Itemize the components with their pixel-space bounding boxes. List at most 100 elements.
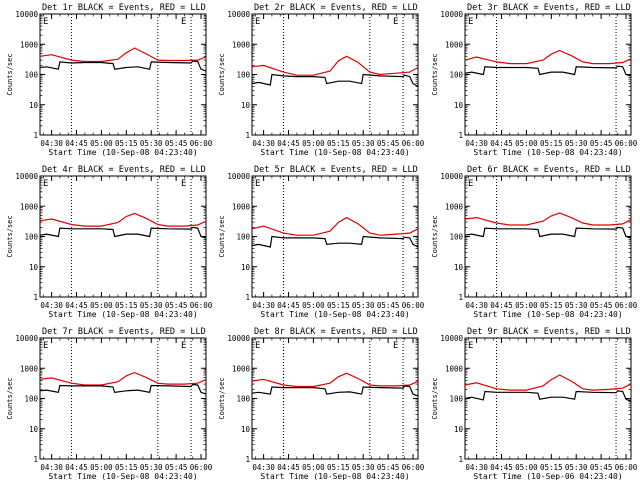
x-tick-label: 05:30	[140, 139, 163, 148]
y-tick-label: 10	[454, 263, 464, 272]
y-tick-label: 1000	[445, 40, 464, 49]
y-tick-label: 10	[454, 425, 464, 434]
plot-frame	[251, 337, 419, 460]
x-tick-label: 05:45	[165, 463, 188, 472]
series-events-line	[39, 383, 207, 395]
series-lld-line	[39, 371, 207, 386]
y-axis-label: Counts/sec	[6, 53, 14, 95]
x-tick-label: 05:15	[327, 139, 350, 148]
chart-panel-8: Det 8r BLACK = Events, RED = LLD 1 10 100 10…	[218, 327, 425, 481]
series-events-line	[251, 235, 419, 248]
chart-title: Det 3r BLACK = Events, RED = LLD	[467, 3, 631, 13]
series-lld-line	[464, 212, 632, 226]
x-tick-label: 04:45	[65, 301, 88, 310]
x-tick-label: 04:30	[252, 463, 275, 472]
y-tick-label: 1	[458, 455, 463, 464]
x-tick-label: 06:00	[615, 463, 638, 472]
marker-label: E	[468, 17, 473, 27]
series-lld-line	[464, 49, 632, 65]
chart-title: Det 1r BLACK = Events, RED = LLD	[42, 3, 206, 13]
y-axis-label: Counts/sec	[218, 377, 226, 419]
x-tick-label: 04:45	[277, 301, 300, 310]
y-axis-label: Counts/sec	[218, 53, 226, 95]
x-tick-label: 05:15	[115, 463, 138, 472]
x-tick-label: 05:00	[515, 463, 538, 472]
y-tick-label: 1	[458, 131, 463, 140]
x-tick-label: 04:45	[65, 139, 88, 148]
marker-label: E	[255, 341, 260, 351]
x-tick-label: 05:00	[302, 301, 325, 310]
series-events-line	[464, 390, 632, 402]
y-axis-label: Counts/sec	[431, 377, 439, 419]
y-tick-label: 1	[245, 293, 250, 302]
y-tick-label: 1000	[232, 202, 251, 211]
marker-label: E	[393, 341, 398, 351]
x-tick-label: 04:45	[65, 463, 88, 472]
y-tick-label: 100	[24, 71, 38, 80]
y-tick-label: 1000	[232, 40, 251, 49]
chart-panel-7: Det 7r BLACK = Events, RED = LLD 1 10 100 10…	[6, 327, 213, 481]
chart-title: Det 8r BLACK = Events, RED = LLD	[254, 327, 418, 337]
y-tick-label: 10000	[440, 10, 463, 19]
x-tick-label: 05:30	[565, 463, 588, 472]
y-axis-label: Counts/sec	[431, 215, 439, 257]
x-tick-label: 06:00	[190, 301, 213, 310]
y-tick-label: 10	[454, 101, 464, 110]
x-tick-label: 05:30	[565, 139, 588, 148]
series-events-line	[251, 385, 419, 397]
y-tick-label: 1	[245, 131, 250, 140]
chart-panel-2: Det 2r BLACK = Events, RED = LLD 1 10 100 10…	[218, 3, 425, 157]
x-axis-label: Start Time (10-Sep-08 04:23:40)	[260, 472, 409, 480]
x-axis-label: Start Time (10-Sep-08 04:23:40)	[473, 310, 622, 319]
marker-label: E	[181, 17, 186, 27]
x-tick-label: 06:00	[190, 139, 213, 148]
marker-label: E	[393, 17, 398, 27]
x-tick-label: 04:30	[252, 139, 275, 148]
y-tick-label: 100	[236, 233, 250, 242]
x-tick-label: 05:30	[352, 301, 375, 310]
y-axis-label: Counts/sec	[6, 215, 14, 257]
marker-label: E	[181, 179, 186, 189]
plot-frame	[464, 337, 632, 460]
y-tick-label: 10000	[440, 172, 463, 181]
series-events-line	[39, 60, 207, 72]
y-tick-label: 10	[29, 425, 39, 434]
x-tick-label: 05:30	[140, 463, 163, 472]
y-tick-label: 10	[29, 263, 39, 272]
x-tick-label: 04:45	[490, 301, 513, 310]
marker-label: E	[43, 179, 48, 189]
x-tick-label: 05:45	[590, 463, 613, 472]
x-tick-label: 05:15	[540, 301, 563, 310]
y-axis-label: Counts/sec	[6, 377, 14, 419]
series-lld-line	[39, 47, 207, 63]
x-tick-label: 05:00	[515, 139, 538, 148]
chart-panel-6: Det 6r BLACK = Events, RED = LLD 1 10 100 10…	[431, 165, 638, 319]
x-tick-label: 04:45	[277, 139, 300, 148]
y-tick-label: 1000	[20, 364, 39, 373]
y-tick-label: 100	[24, 233, 38, 242]
chart-panel-1: Det 1r BLACK = Events, RED = LLD 1 10 100 10…	[6, 3, 213, 157]
x-tick-label: 06:00	[402, 301, 425, 310]
series-lld-line	[39, 212, 207, 227]
marker-label: E	[468, 341, 473, 351]
y-tick-label: 100	[449, 233, 463, 242]
chart-title: Det 4r BLACK = Events, RED = LLD	[42, 165, 206, 175]
plot-frame	[39, 13, 207, 136]
x-tick-label: 05:00	[302, 139, 325, 148]
chart-title: Det 6r BLACK = Events, RED = LLD	[467, 165, 631, 175]
y-tick-label: 1	[33, 131, 38, 140]
x-tick-label: 04:30	[40, 301, 63, 310]
plot-frame	[39, 175, 207, 298]
y-tick-label: 10000	[15, 334, 38, 343]
y-tick-label: 100	[24, 395, 38, 404]
x-tick-label: 05:00	[90, 301, 113, 310]
x-tick-label: 05:45	[377, 139, 400, 148]
x-tick-label: 05:45	[377, 463, 400, 472]
x-tick-label: 05:30	[352, 463, 375, 472]
y-axis-label: Counts/sec	[431, 53, 439, 95]
y-tick-label: 10	[29, 101, 39, 110]
y-tick-label: 10	[241, 263, 251, 272]
x-tick-label: 05:45	[165, 139, 188, 148]
y-tick-label: 10000	[15, 10, 38, 19]
